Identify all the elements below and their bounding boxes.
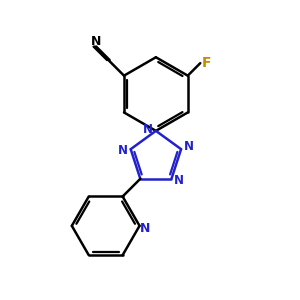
Text: N: N [91,35,101,48]
Text: F: F [202,56,211,70]
Text: N: N [142,123,153,136]
Text: N: N [174,174,184,187]
Text: N: N [118,144,128,157]
Text: N: N [140,222,150,235]
Text: N: N [184,140,194,153]
